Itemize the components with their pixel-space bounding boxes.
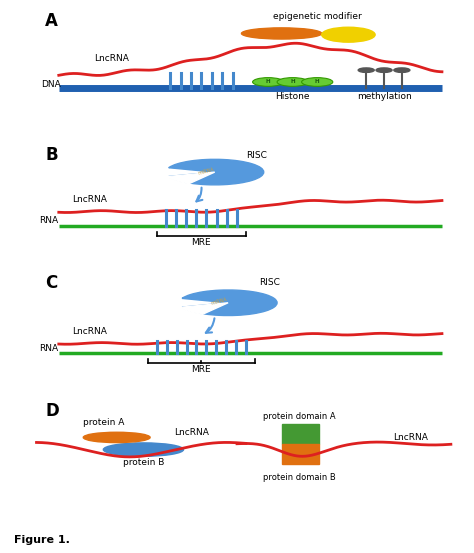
Text: D: D: [46, 401, 59, 420]
Text: RNA: RNA: [39, 343, 58, 353]
Bar: [282, 424, 319, 444]
Ellipse shape: [241, 28, 322, 39]
Wedge shape: [166, 172, 215, 184]
Wedge shape: [180, 303, 228, 314]
Ellipse shape: [83, 432, 150, 442]
Text: miRNA: miRNA: [197, 166, 215, 175]
Circle shape: [358, 68, 374, 72]
Text: protein B: protein B: [123, 458, 164, 467]
Text: MRE: MRE: [191, 366, 211, 374]
Text: RISC: RISC: [246, 151, 267, 160]
Circle shape: [394, 68, 410, 72]
Text: H: H: [291, 80, 295, 85]
Text: LncRNA: LncRNA: [94, 54, 129, 63]
Circle shape: [376, 68, 392, 72]
Circle shape: [253, 77, 284, 86]
Text: LncRNA: LncRNA: [72, 195, 107, 204]
FancyBboxPatch shape: [3, 144, 471, 265]
Text: protein A: protein A: [82, 418, 124, 427]
Text: C: C: [46, 274, 58, 291]
Text: MRE: MRE: [191, 238, 211, 247]
Circle shape: [322, 27, 375, 42]
Text: RNA: RNA: [39, 216, 58, 226]
Text: B: B: [46, 147, 58, 164]
Text: protein domain B: protein domain B: [263, 473, 336, 482]
Text: Figure 1.: Figure 1.: [14, 535, 70, 545]
Text: LncRNA: LncRNA: [72, 327, 107, 336]
Text: H: H: [266, 80, 271, 85]
Circle shape: [301, 77, 333, 86]
Text: methylation: methylation: [356, 92, 411, 101]
FancyBboxPatch shape: [3, 8, 471, 139]
Text: H: H: [315, 80, 319, 85]
Text: Histone: Histone: [275, 92, 310, 101]
Text: DNA: DNA: [41, 80, 61, 89]
Text: protein domain A: protein domain A: [263, 412, 336, 421]
Ellipse shape: [103, 443, 183, 456]
Wedge shape: [182, 290, 277, 316]
Text: A: A: [46, 12, 58, 30]
Text: LncRNA: LncRNA: [393, 433, 428, 442]
Text: miRNA: miRNA: [210, 297, 228, 306]
FancyBboxPatch shape: [3, 398, 471, 525]
Text: RISC: RISC: [259, 278, 280, 288]
Bar: [282, 444, 319, 464]
Text: epigenetic modifier: epigenetic modifier: [273, 12, 362, 20]
FancyBboxPatch shape: [3, 271, 471, 393]
Text: LncRNA: LncRNA: [174, 428, 210, 437]
Circle shape: [277, 77, 308, 86]
Wedge shape: [169, 159, 264, 185]
